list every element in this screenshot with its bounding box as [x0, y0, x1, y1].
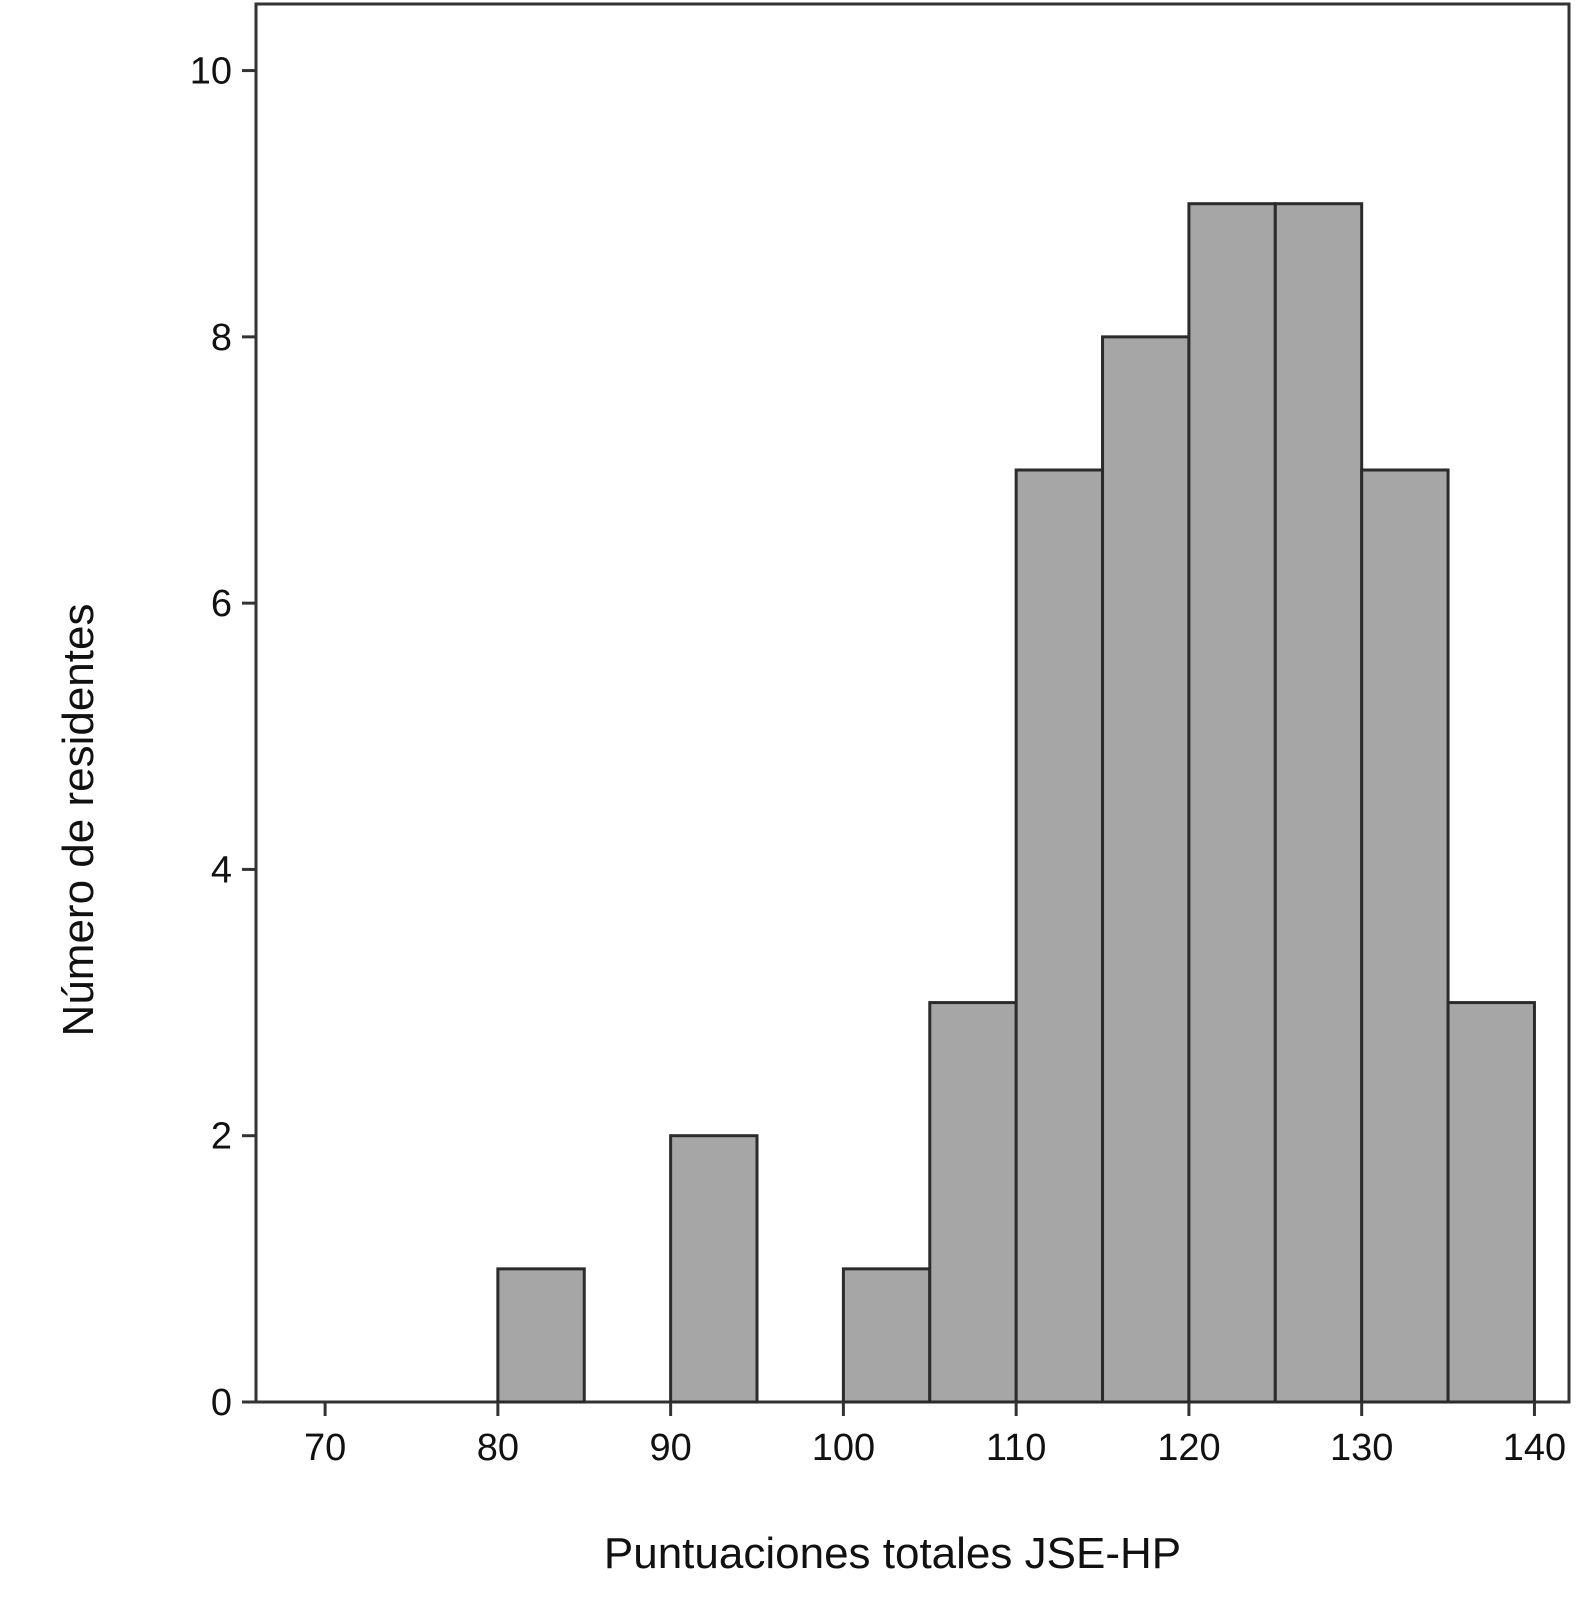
y-axis-label: Número de residentes	[54, 604, 103, 1037]
histogram-bar-110	[1014, 468, 1105, 1404]
y-tick-label-10: 10	[190, 51, 232, 93]
histogram-bar-125	[1273, 202, 1364, 1404]
y-tick-label-0: 0	[211, 1382, 232, 1424]
x-tick-label-140: 140	[1503, 1427, 1566, 1469]
y-tick-label-4: 4	[211, 849, 232, 891]
histogram-bar-105	[928, 1001, 1018, 1404]
y-tick-label-2: 2	[211, 1116, 232, 1158]
x-tick-label-130: 130	[1330, 1427, 1393, 1469]
bars-group	[496, 202, 1536, 1404]
x-tick-label-90: 90	[649, 1427, 691, 1469]
histogram-bar-135	[1446, 1001, 1536, 1404]
x-tick-label-70: 70	[304, 1427, 346, 1469]
histogram-bar-130	[1360, 468, 1450, 1404]
histogram-bar-90	[669, 1134, 759, 1404]
x-axis-label: Puntuaciones totales JSE-HP	[604, 1529, 1181, 1578]
y-tick-label-6: 6	[211, 583, 232, 625]
x-tick-label-110: 110	[986, 1427, 1047, 1469]
x-tick-label-120: 120	[1157, 1427, 1220, 1469]
y-axis: 0 2 4 6 8 10	[190, 51, 256, 1424]
x-tick-label-100: 100	[812, 1427, 875, 1469]
histogram-bar-115	[1101, 335, 1191, 1404]
histogram-bar-120	[1187, 202, 1277, 1404]
histogram-bar-80	[496, 1267, 586, 1404]
histogram-bar-100	[841, 1267, 932, 1404]
x-axis: 70 80 90 100 110 120 130 140	[304, 1402, 1566, 1469]
y-tick-label-8: 8	[211, 317, 232, 359]
x-tick-label-80: 80	[477, 1427, 519, 1469]
